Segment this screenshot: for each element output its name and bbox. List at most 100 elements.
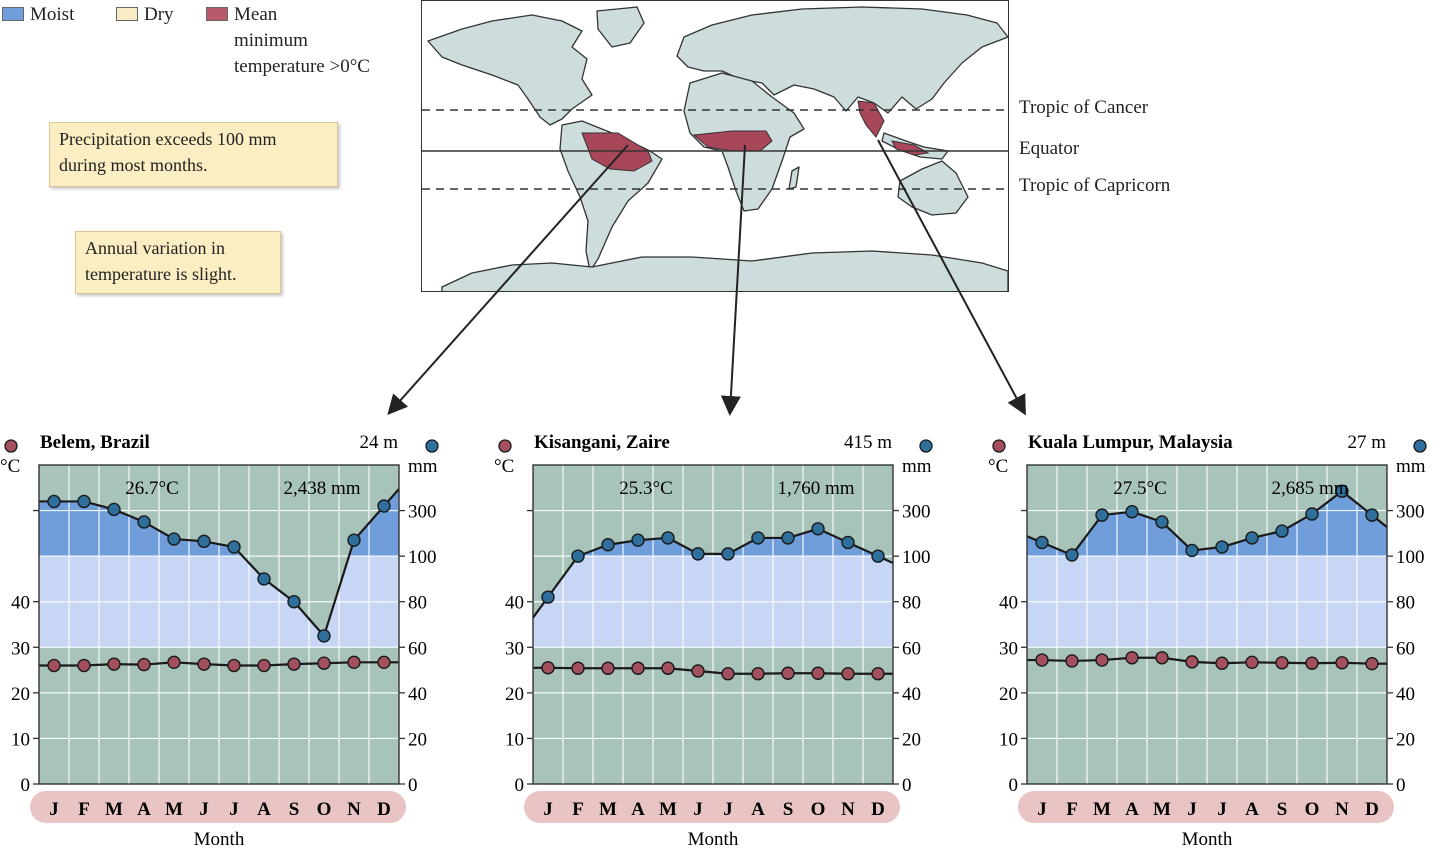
- precipitation-point-A: [137, 515, 151, 529]
- legend-mean-min-line1: Mean: [234, 4, 278, 25]
- temp-note-line1: Annual variation in: [85, 238, 225, 258]
- left-axis-unit: °C: [0, 456, 20, 477]
- temperature-point-J: [227, 658, 241, 673]
- eurasia-shape: [676, 6, 1008, 114]
- legend-moist: Moist: [2, 2, 74, 28]
- precipitation-point-A: [1245, 531, 1259, 545]
- temperature-note: Annual variation in temperature is sligh…: [75, 231, 281, 294]
- legend-mean-min-text: Mean minimum temperature >0°C: [234, 2, 370, 80]
- month-label-O: O: [317, 799, 332, 820]
- month-band: [1018, 791, 1394, 823]
- month-label-D: D: [871, 799, 885, 820]
- right-tick-label: 40: [1396, 684, 1415, 705]
- precipitation-point-D: [871, 549, 885, 563]
- legend-dry: Dry: [116, 2, 174, 28]
- antarctica-shape: [441, 250, 1008, 291]
- equator-label: Equator: [1019, 138, 1080, 159]
- precipitation-legend-point: [919, 439, 933, 453]
- chart-belem-svg: 0 10 20 30 40 0 20 40 60 80 100 300 °C mm Belem, Brazi…: [0, 432, 439, 850]
- plot-frame: [532, 464, 894, 785]
- right-tick-label: 20: [408, 729, 427, 750]
- legend-dry-label: Dry: [144, 4, 174, 25]
- world-map-svg: [422, 6, 1008, 291]
- precipitation-point-O: [1305, 507, 1319, 521]
- mean-temperature-label: 26.7°C: [125, 478, 179, 499]
- month-label-F: F: [572, 799, 584, 820]
- annual-precipitation-label: 2,685 mm: [1271, 478, 1348, 499]
- month-label-A: A: [257, 799, 271, 820]
- month-label-J: J: [229, 799, 239, 820]
- right-tick-label: 0: [902, 775, 912, 796]
- left-tick-label: 30: [999, 638, 1018, 659]
- mean-min-swatch: [206, 7, 228, 21]
- gridlines: [533, 465, 893, 784]
- precipitation-point-S: [1275, 524, 1289, 538]
- temperature-point-A: [1125, 651, 1139, 665]
- month-label-A: A: [1245, 799, 1259, 820]
- chart-title: Kuala Lumpur, Malaysia: [1028, 432, 1233, 453]
- temperature-point-N: [347, 655, 361, 670]
- right-axis-unit: mm: [1396, 456, 1426, 477]
- month-label-O: O: [1305, 799, 1320, 820]
- chart-kuala-lumpur: 0 10 20 30 40 0 20 40 60 80 100 300 °C mm Kuala Lumpur…: [988, 425, 1440, 852]
- month-label-J: J: [1037, 799, 1047, 820]
- precipitation-point-J: [721, 547, 735, 561]
- temperature-point-J: [1185, 655, 1199, 669]
- temperature-point-J: [197, 657, 211, 671]
- month-label-M: M: [659, 799, 677, 820]
- precipitation-point-F: [77, 494, 91, 509]
- legend-mean-min-line3: temperature >0°C: [234, 56, 370, 77]
- temperature-point-D: [377, 655, 391, 670]
- right-tick-label: 60: [902, 638, 921, 659]
- left-tick-label: 40: [999, 593, 1018, 614]
- chart-title: Kisangani, Zaire: [534, 432, 670, 453]
- month-label-M: M: [165, 799, 183, 820]
- temperature-point-F: [571, 661, 585, 675]
- left-tick-label: 0: [515, 775, 525, 796]
- month-label-N: N: [841, 799, 855, 820]
- month-label-J: J: [1217, 799, 1227, 820]
- precipitation-legend-point: [425, 439, 439, 453]
- gridlines: [1027, 465, 1387, 784]
- precipitation-point-F: [571, 549, 585, 563]
- chart-kisangani-svg: 0 10 20 30 40 0 20 40 60 80 100 300 °C mm Kisangani, Z…: [494, 432, 933, 850]
- right-tick-label: 100: [902, 547, 931, 568]
- dry-swatch: [116, 7, 138, 21]
- temperature-point-J: [47, 658, 61, 673]
- right-tick-label: 80: [1396, 593, 1415, 614]
- temperature-point-J: [721, 667, 735, 681]
- annual-precipitation-label: 1,760 mm: [777, 478, 854, 499]
- right-tick-label: 40: [902, 684, 921, 705]
- temperature-point-M: [601, 661, 615, 675]
- month-label-M: M: [599, 799, 617, 820]
- precipitation-point-J: [47, 494, 61, 509]
- right-axis-unit: mm: [408, 456, 438, 477]
- precipitation-point-D: [377, 499, 391, 513]
- x-axis-label: Month: [1182, 829, 1233, 850]
- elevation-label: 27 m: [1347, 432, 1386, 453]
- month-label-F: F: [1066, 799, 1078, 820]
- plot-frame: [38, 464, 400, 785]
- precipitation-point-D: [1365, 508, 1379, 522]
- plot-frame: [1026, 464, 1388, 785]
- precipitation-point-J: [1185, 543, 1199, 558]
- precipitation-point-M: [107, 502, 121, 517]
- temperature-point-D: [1365, 656, 1379, 671]
- temperature-point-S: [1275, 656, 1289, 670]
- right-tick-label: 40: [408, 684, 427, 705]
- right-tick-label: 60: [408, 638, 427, 659]
- precipitation-note: Precipitation exceeds 100 mm during most…: [49, 122, 338, 187]
- x-axis-label: Month: [688, 829, 739, 850]
- month-label-D: D: [377, 799, 391, 820]
- left-tick-label: 20: [11, 684, 30, 705]
- temperature-point-O: [1305, 656, 1319, 670]
- temperature-point-J: [1035, 653, 1049, 667]
- precip-note-line2: during most months.: [59, 155, 208, 175]
- left-axis-unit: °C: [494, 456, 514, 477]
- left-tick-label: 10: [999, 729, 1018, 750]
- left-tick-label: 10: [505, 729, 524, 750]
- left-tick-label: 0: [1009, 775, 1019, 796]
- month-label-M: M: [1093, 799, 1111, 820]
- left-tick-label: 40: [505, 593, 524, 614]
